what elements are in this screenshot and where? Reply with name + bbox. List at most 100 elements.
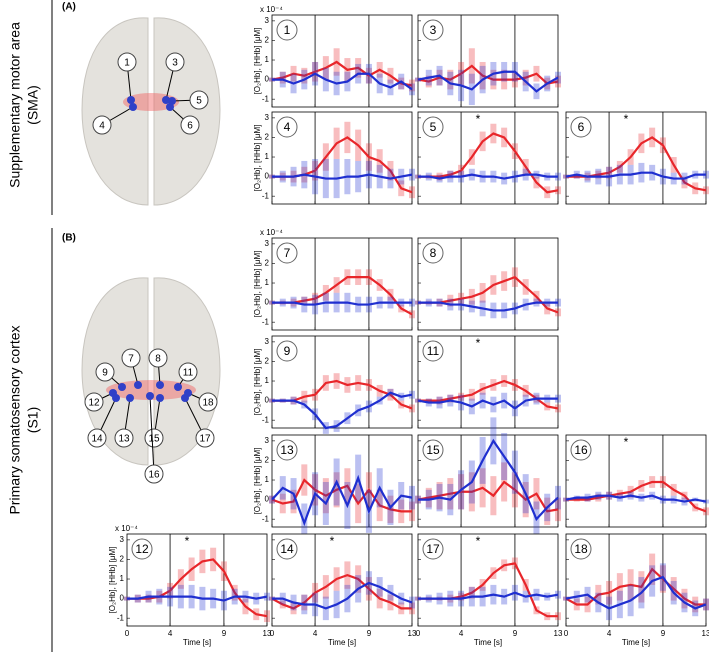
region-label: (S1) — [25, 407, 41, 433]
y-exponent: x 10⁻⁴ — [260, 228, 283, 237]
title-circle — [276, 439, 298, 461]
y-axis-label: [O₂Hb], [HHb] [μM] — [253, 125, 262, 192]
y-tick-label: 2 — [120, 555, 125, 564]
source-dot — [134, 381, 142, 389]
series-line — [418, 379, 559, 410]
x-tick-label: 9 — [367, 629, 372, 638]
channel-label: 14 — [91, 434, 103, 445]
label-circle — [121, 348, 141, 368]
x-tick-label: 4 — [313, 629, 318, 638]
label-circle — [114, 428, 134, 448]
series-line — [565, 567, 706, 606]
connector — [149, 395, 155, 475]
source-dot — [184, 389, 192, 397]
label-circle — [144, 428, 164, 448]
y-tick-label: 1 — [265, 152, 270, 161]
hemisphere — [81, 17, 149, 206]
panel-title: 17 — [426, 542, 440, 556]
panel-title: 6 — [578, 120, 585, 134]
x-tick-label: 13 — [408, 629, 417, 638]
y-tick-label: 3 — [265, 113, 270, 122]
label-circle — [198, 392, 218, 412]
series-line — [272, 301, 412, 306]
y-axis-label: [O₂Hb], [HHb] [μM] — [253, 28, 262, 95]
series-line — [418, 591, 559, 600]
series-line — [417, 397, 558, 410]
source-dot — [156, 381, 164, 389]
y-tick-label: 1 — [265, 278, 270, 287]
source-dot — [118, 383, 126, 391]
panel-title: 4 — [284, 120, 291, 134]
series-line — [418, 132, 559, 194]
brain-a — [81, 17, 221, 206]
y-tick-label: 3 — [120, 535, 125, 544]
title-circle — [422, 242, 444, 264]
title-circle — [276, 116, 298, 138]
y-tick-label: 2 — [265, 357, 270, 366]
significance-mark: * — [624, 435, 629, 449]
region-label: Supplementary motor area — [7, 22, 23, 188]
panel-title: 1 — [284, 23, 291, 37]
source-dot — [127, 96, 135, 104]
panel-title: 12 — [135, 542, 149, 556]
y-tick-label: 3 — [265, 436, 270, 445]
panel-label: (A) — [62, 2, 76, 13]
y-exponent: x 10⁻⁴ — [260, 5, 283, 14]
label-circle — [144, 464, 164, 484]
series-line — [271, 60, 413, 87]
series-line — [418, 301, 558, 312]
significance-mark: * — [185, 534, 190, 548]
series-line — [565, 171, 706, 180]
y-tick-label: 1 — [265, 55, 270, 64]
x-tick-label: 4 — [168, 629, 173, 638]
region-label: (SMA) — [25, 85, 41, 125]
channel-label: 1 — [124, 58, 130, 69]
channel-label: 7 — [128, 354, 134, 365]
channel-label: 13 — [118, 434, 130, 445]
y-axis-label: [O₂Hb], [HHb] [μM] — [253, 251, 262, 318]
x-tick-label: 4 — [459, 629, 464, 638]
panel-title: 14 — [280, 542, 294, 556]
x-tick-label: 0 — [270, 629, 275, 638]
source-dot — [126, 394, 134, 402]
significance-mark: * — [476, 336, 481, 350]
y-tick-label: -1 — [262, 191, 270, 200]
y-tick-label: 0 — [265, 298, 270, 307]
panel-title: 11 — [427, 344, 440, 358]
channel-label: 4 — [99, 121, 105, 132]
title-circle — [422, 340, 444, 362]
x-tick-label: 9 — [222, 629, 227, 638]
channel-label: 18 — [202, 398, 214, 409]
series-line — [418, 438, 559, 522]
significance-mark: * — [624, 112, 629, 126]
y-tick-label: -1 — [262, 514, 270, 523]
title-circle — [276, 538, 298, 560]
significance-mark: * — [330, 534, 335, 548]
series-line — [272, 581, 413, 610]
series-line — [565, 494, 707, 503]
y-tick-label: 3 — [265, 239, 270, 248]
x-tick-label: 9 — [661, 629, 666, 638]
x-tick-label: 9 — [513, 629, 518, 638]
label-circle — [180, 115, 200, 135]
panel-title: 9 — [284, 344, 291, 358]
x-tick-label: 0 — [416, 629, 421, 638]
title-circle — [276, 242, 298, 264]
panel-title: 16 — [574, 443, 588, 457]
channel-label: 5 — [196, 96, 202, 107]
significance-mark: * — [476, 112, 481, 126]
x-tick-label: 0 — [564, 629, 569, 638]
label-circle — [117, 52, 137, 72]
title-circle — [276, 19, 298, 41]
source-dot — [174, 383, 182, 391]
y-tick-label: 2 — [265, 456, 270, 465]
label-circle — [165, 52, 185, 72]
y-tick-label: 1 — [265, 475, 270, 484]
panel-title: 7 — [284, 246, 291, 260]
channel-label: 16 — [148, 470, 160, 481]
panel-title: 15 — [426, 443, 440, 457]
channel-label: 12 — [88, 398, 100, 409]
series-line — [127, 558, 268, 618]
y-tick-label: -1 — [262, 317, 270, 326]
y-tick-label: 1 — [120, 574, 125, 583]
